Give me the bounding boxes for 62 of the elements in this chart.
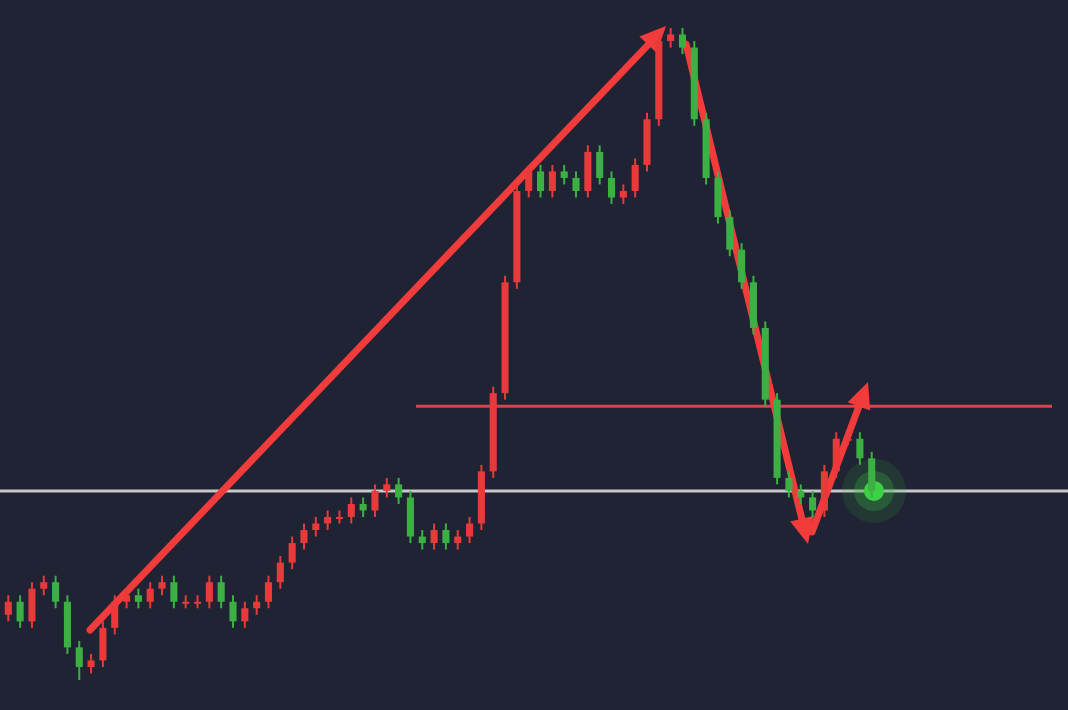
candlestick [809,489,817,518]
candlestick [264,574,273,610]
candlestick [525,163,533,199]
candlestick [738,242,746,290]
candlestick [560,163,568,186]
candlestick [28,581,36,629]
candlestick [643,111,651,173]
candlestick [146,581,154,610]
candlestick [75,639,83,681]
candlestick [596,144,604,186]
candlestick [678,27,687,56]
candlestick [205,574,213,610]
candlestick [442,522,450,551]
candlestick [584,144,592,199]
candlestick [572,170,580,199]
candlestick [418,529,426,551]
candlestick [868,450,876,499]
candlestick [241,600,249,629]
candlestick [276,555,284,590]
candlestick [312,516,320,538]
candlestick [87,652,95,675]
candlestick [619,183,627,206]
candlestick [288,535,296,571]
candlestick [726,209,734,258]
candlestick [454,529,462,551]
candlestick [324,509,332,532]
candlestick [134,587,142,610]
candlestick [406,489,414,545]
candlestick [430,522,438,551]
candlestick [749,274,757,336]
candlestick [395,476,403,505]
candlestick [52,574,60,610]
candlestick [607,170,616,206]
candlestick [63,594,71,655]
candlestick [856,431,864,466]
candlestick [16,594,24,629]
candlestick [300,522,308,551]
candlestick [383,476,391,499]
candlestick [797,483,805,505]
candlestick [40,574,48,597]
candlestick [123,587,131,610]
candlestick [359,496,367,518]
candlestick [170,574,178,610]
candlestick [785,470,793,499]
candlestick [111,594,119,636]
candlestick [347,496,355,525]
candlestick [371,483,379,518]
candlestick [820,463,828,518]
candlestick [536,163,545,199]
candlestick [714,170,722,225]
candlestick [99,620,107,668]
candlestick [548,163,556,199]
candlestick [466,516,474,545]
candlestick [832,431,840,479]
candlestick [4,594,12,623]
candlestick [667,27,675,49]
candlestick [229,594,237,629]
candlestick [217,574,225,610]
candlestick [335,509,344,525]
candlestick [158,574,166,597]
candlestick [631,157,639,199]
candlestick [253,594,261,616]
